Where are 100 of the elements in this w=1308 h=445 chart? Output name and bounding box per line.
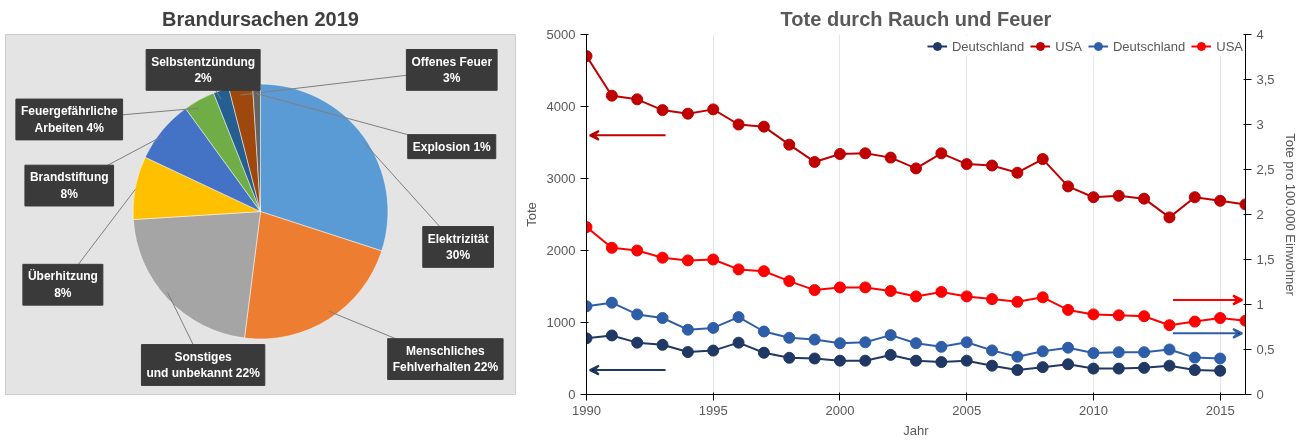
point xyxy=(910,290,922,303)
slice-label: Brandstiftung xyxy=(29,170,109,185)
point xyxy=(960,290,973,303)
point xyxy=(1087,191,1100,204)
y2-tick-label: 3 xyxy=(1256,117,1264,132)
slice-label: Sonstiges und unbekannt 22% xyxy=(146,349,261,381)
slice-label: Offenes Feuer xyxy=(411,54,493,69)
point xyxy=(1087,347,1100,360)
x-tick-label: 2015 xyxy=(1205,402,1235,418)
point xyxy=(1062,341,1075,354)
legend-label: Deutschland xyxy=(951,38,1025,54)
point xyxy=(859,147,872,160)
point xyxy=(884,285,897,297)
point xyxy=(960,354,973,367)
point xyxy=(986,159,999,172)
point xyxy=(1062,358,1075,371)
point xyxy=(1214,312,1227,324)
point xyxy=(681,254,694,267)
y-tick-label: 3000 xyxy=(546,171,576,186)
point xyxy=(935,147,948,160)
point xyxy=(631,308,644,321)
point xyxy=(808,155,821,168)
point xyxy=(1138,310,1151,323)
slice-label: Menschliches Fehlverhalten 22% xyxy=(392,343,499,375)
point xyxy=(859,281,872,294)
data-label: 2% xyxy=(194,71,213,86)
point xyxy=(1214,364,1227,377)
point xyxy=(631,336,644,349)
point xyxy=(757,325,770,338)
y2-tick-label: 0 xyxy=(1256,387,1264,402)
point xyxy=(681,107,694,120)
point xyxy=(605,329,618,342)
point xyxy=(1087,362,1100,375)
point xyxy=(1036,345,1049,358)
slice-label: Feuergefährliche Arbeiten 4% xyxy=(20,104,118,135)
y2-tick-label: 3,5 xyxy=(1256,72,1275,87)
point xyxy=(732,336,745,349)
point xyxy=(1188,364,1201,377)
point xyxy=(757,120,770,133)
point xyxy=(783,138,796,151)
data-label: 8% xyxy=(60,186,79,201)
point xyxy=(656,251,669,264)
point xyxy=(783,351,796,364)
x-tick-label: 1995 xyxy=(698,402,728,418)
y-tick-label: 0 xyxy=(568,387,576,402)
point xyxy=(808,333,821,346)
x-tick-label: 2005 xyxy=(952,402,982,418)
point xyxy=(1138,346,1151,359)
slice-label: Explosion 1% xyxy=(412,139,492,154)
point xyxy=(732,311,745,324)
point xyxy=(605,296,618,309)
y2-tick-label: 1 xyxy=(1256,297,1264,312)
x-tick-label: 2000 xyxy=(825,402,855,418)
point xyxy=(1112,189,1125,202)
y2-axis-title: Tote pro 100.000 Einwohner xyxy=(1282,133,1298,297)
slice-label: Elektrizität xyxy=(427,231,489,246)
point xyxy=(808,284,821,297)
point xyxy=(859,336,872,349)
point xyxy=(859,354,872,367)
point xyxy=(783,331,796,344)
point xyxy=(681,323,694,336)
y-tick-label: 4000 xyxy=(546,99,576,114)
y-tick-label: 2000 xyxy=(546,243,576,258)
data-label: 8% xyxy=(54,286,72,301)
point xyxy=(935,340,948,353)
data-label: 3% xyxy=(443,71,461,86)
point xyxy=(1011,166,1024,179)
legend-label: USA xyxy=(1055,38,1082,54)
point xyxy=(1188,315,1201,328)
y2-tick-label: 2,5 xyxy=(1256,162,1275,177)
chart-title: Brandursachen 2019 xyxy=(162,7,359,30)
point xyxy=(960,158,973,171)
point xyxy=(631,93,644,106)
point xyxy=(1188,191,1201,204)
data-label: 30% xyxy=(446,248,471,263)
point xyxy=(1112,362,1125,375)
y2-tick-label: 4 xyxy=(1256,27,1264,42)
y-axis-title: Tote xyxy=(523,202,539,227)
slice-label: Überhitzung xyxy=(27,268,98,284)
point xyxy=(656,104,669,117)
point xyxy=(1163,343,1176,356)
point xyxy=(910,162,922,175)
point xyxy=(1062,180,1075,193)
point xyxy=(732,118,745,131)
point xyxy=(884,329,897,342)
x-axis-title: Jahr xyxy=(903,422,930,438)
point xyxy=(656,338,669,351)
point xyxy=(935,356,948,369)
point xyxy=(910,337,922,350)
point xyxy=(631,244,644,257)
point xyxy=(732,263,745,276)
point xyxy=(605,89,618,102)
y2-tick-label: 2 xyxy=(1256,207,1264,222)
chart-title: Tote durch Rauch und Feuer xyxy=(780,7,1052,30)
point xyxy=(1138,361,1151,374)
point xyxy=(960,336,973,349)
point xyxy=(1036,361,1049,374)
point xyxy=(1214,194,1227,207)
point xyxy=(707,344,720,357)
point xyxy=(910,354,922,367)
